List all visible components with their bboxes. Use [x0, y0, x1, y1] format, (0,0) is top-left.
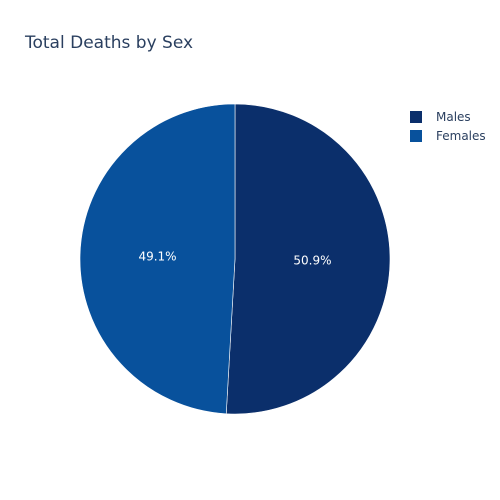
legend-swatch-males: [410, 110, 422, 123]
legend-label-males: Males: [436, 109, 471, 124]
pie-slice-males[interactable]: [225, 103, 391, 415]
slice-label-females: 49.1%: [138, 249, 176, 263]
chart-title: Total Deaths by Sex: [25, 33, 194, 53]
pie-slice-females[interactable]: [79, 103, 236, 415]
slice-label-males: 50.9%: [293, 254, 331, 268]
legend: Males Females: [410, 107, 486, 145]
legend-swatch-females: [410, 129, 422, 142]
legend-item-females[interactable]: Females: [410, 126, 486, 145]
legend-item-males[interactable]: Males: [410, 107, 486, 126]
legend-label-females: Females: [436, 128, 486, 143]
